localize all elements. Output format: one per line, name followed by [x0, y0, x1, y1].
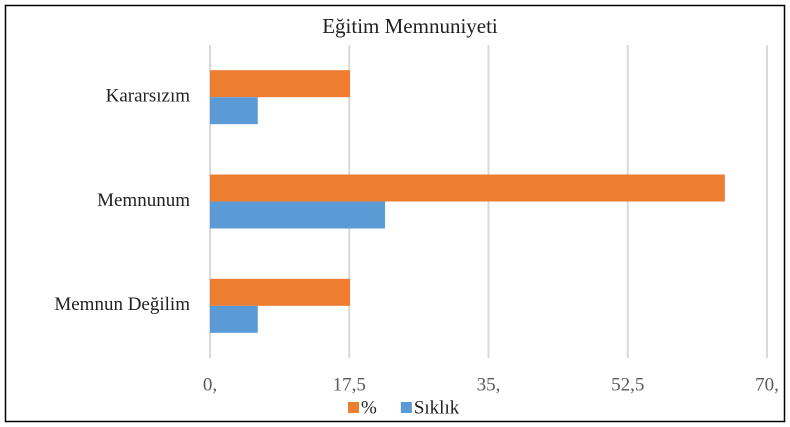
bar: [210, 174, 725, 202]
bar: [210, 201, 386, 229]
chart-title: Eğitim Memnuniyeti: [322, 14, 498, 38]
y-tick-label: Memnun Değilim: [54, 294, 190, 315]
x-tick-label: 17,5: [333, 374, 366, 395]
bar: [210, 70, 351, 98]
y-tick-label: Memnunum: [97, 190, 190, 211]
legend-label: Sıklık: [414, 397, 460, 418]
x-tick-label: 0,: [203, 374, 217, 395]
y-tick-label: Kararsızım: [106, 86, 191, 107]
legend-swatch: [400, 402, 412, 413]
bar: [210, 305, 258, 333]
x-tick-label: 35,: [477, 374, 501, 395]
legend-label: %: [361, 397, 377, 418]
bar: [210, 278, 351, 306]
bar: [210, 97, 258, 125]
x-tick-label: 52,5: [611, 374, 644, 395]
x-tick-label: 70,: [755, 374, 779, 395]
frame: [4, 4, 786, 423]
legend-swatch: [348, 402, 359, 413]
